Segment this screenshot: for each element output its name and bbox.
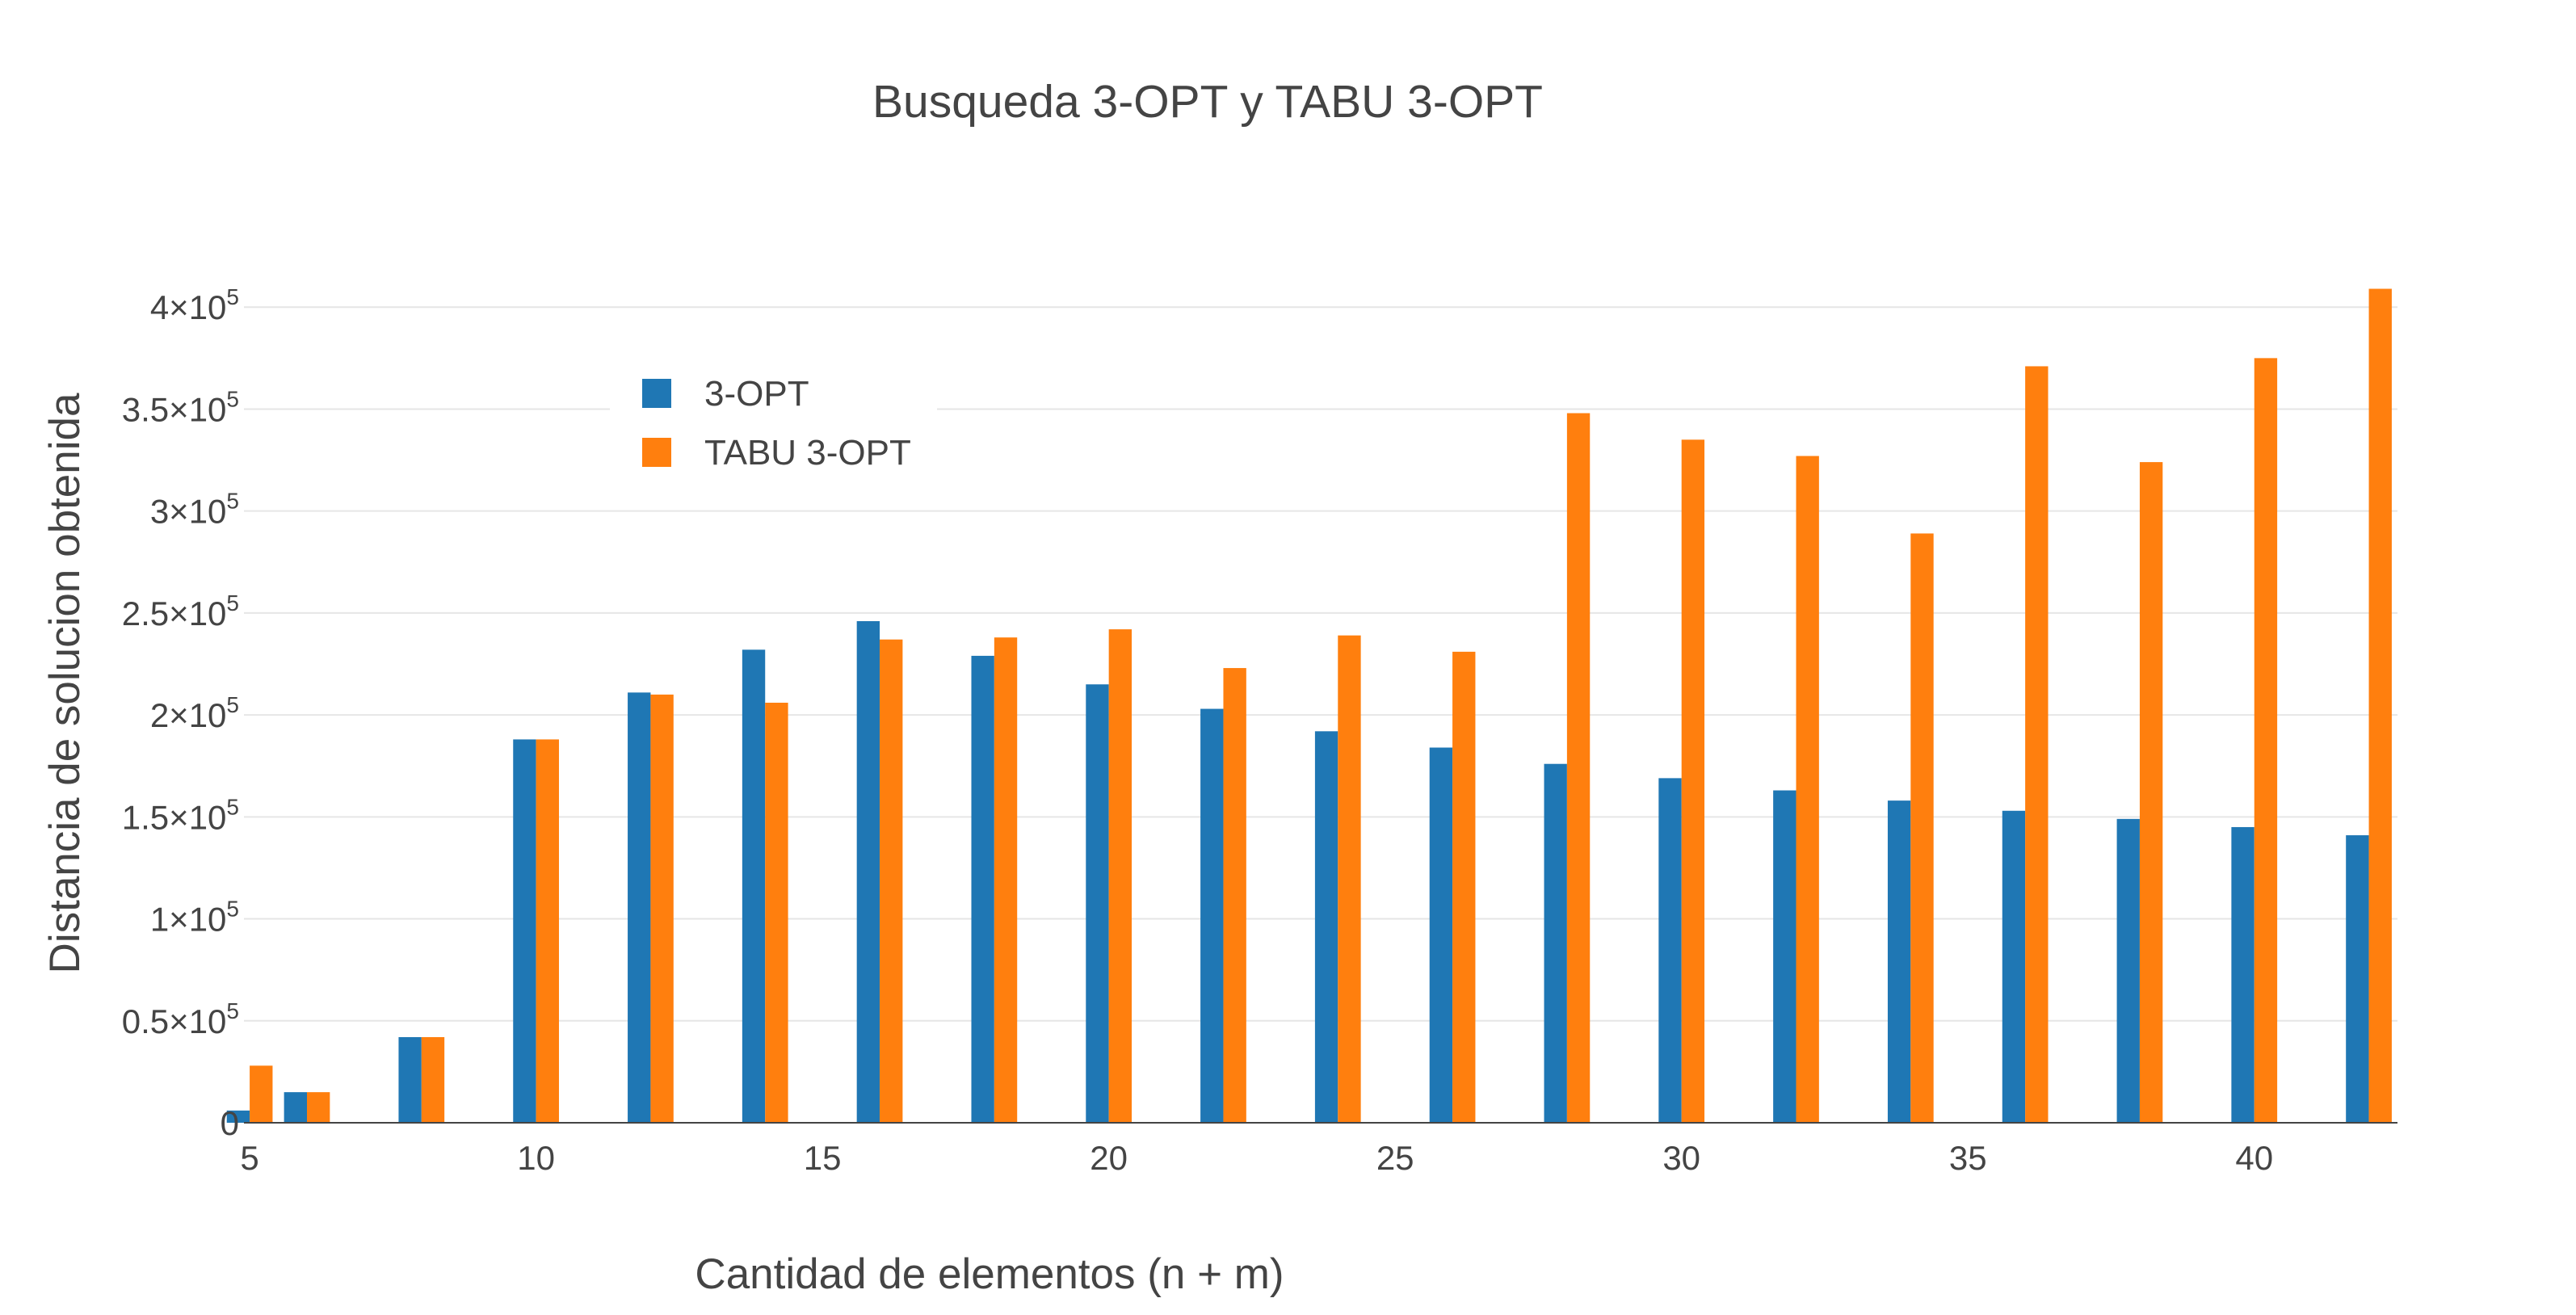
bar-3-opt[interactable]: [1887, 800, 1911, 1123]
bar-3-opt[interactable]: [742, 649, 766, 1123]
x-tick-label: 15: [804, 1139, 842, 1177]
bar-3-opt[interactable]: [1658, 778, 1682, 1123]
bars: [226, 288, 2392, 1124]
legend: 3-OPT TABU 3-OPT: [610, 362, 937, 483]
x-tick-label: 35: [1949, 1139, 1987, 1177]
y-tick-labels: 0 0.5×105 1×105 1.5×105 2×105 2.5×105 3×105 3.5…: [122, 284, 239, 1142]
x-tick-label: 20: [1090, 1139, 1128, 1177]
legend-item-tabu-3-opt[interactable]: TABU 3-OPT: [642, 433, 911, 473]
bar-3-opt[interactable]: [1200, 708, 1224, 1123]
bar-tabu-3-opt[interactable]: [421, 1036, 445, 1123]
bar-3-opt[interactable]: [398, 1036, 422, 1123]
bar-tabu-3-opt[interactable]: [2368, 288, 2392, 1123]
x-tick-label: 5: [240, 1139, 258, 1177]
legend-swatch-tabu-3-opt: [642, 438, 671, 467]
bar-3-opt[interactable]: [513, 739, 536, 1123]
bar-tabu-3-opt[interactable]: [2254, 358, 2278, 1124]
bar-tabu-3-opt[interactable]: [536, 739, 559, 1123]
bar-tabu-3-opt[interactable]: [1452, 651, 1476, 1123]
bar-tabu-3-opt[interactable]: [994, 637, 1018, 1123]
bar-3-opt[interactable]: [1773, 790, 1796, 1123]
bar-3-opt[interactable]: [2002, 810, 2026, 1123]
legend-swatch-3-opt: [642, 379, 671, 408]
bar-tabu-3-opt[interactable]: [1681, 439, 1705, 1123]
bar-tabu-3-opt[interactable]: [250, 1065, 273, 1123]
bar-tabu-3-opt[interactable]: [1566, 413, 1591, 1123]
bar-3-opt[interactable]: [1086, 684, 1109, 1123]
bar-3-opt[interactable]: [856, 621, 880, 1123]
bar-tabu-3-opt[interactable]: [2139, 462, 2163, 1123]
bar-3-opt[interactable]: [1314, 731, 1338, 1123]
y-tick-label: 4×105: [150, 284, 239, 326]
legend-item-3-opt[interactable]: 3-OPT: [642, 374, 809, 414]
chart-title: Busqueda 3-OPT y TABU 3-OPT: [872, 76, 1543, 128]
y-tick-label: 3×105: [150, 489, 239, 531]
y-tick-label: 0: [221, 1104, 239, 1142]
y-axis-title: Distancia de solucion obtenida: [41, 393, 89, 973]
bar-3-opt[interactable]: [971, 655, 994, 1123]
bar-3-opt[interactable]: [284, 1092, 307, 1123]
bar-tabu-3-opt[interactable]: [1108, 629, 1133, 1123]
bar-tabu-3-opt[interactable]: [1338, 635, 1361, 1123]
legend-label-3-opt: 3-OPT: [704, 374, 809, 414]
bar-3-opt[interactable]: [2116, 818, 2140, 1123]
bar-3-opt[interactable]: [1544, 763, 1567, 1123]
bar-tabu-3-opt[interactable]: [650, 694, 674, 1123]
x-tick-label: 10: [517, 1139, 555, 1177]
bar-3-opt[interactable]: [2231, 826, 2255, 1123]
legend-label-tabu-3-opt: TABU 3-OPT: [704, 433, 911, 473]
bar-tabu-3-opt[interactable]: [880, 639, 903, 1123]
x-tick-label: 40: [2235, 1139, 2273, 1177]
bar-3-opt[interactable]: [1429, 747, 1453, 1123]
bar-tabu-3-opt[interactable]: [1796, 456, 1819, 1123]
bar-tabu-3-opt[interactable]: [1910, 533, 1934, 1123]
bar-3-opt[interactable]: [628, 692, 651, 1123]
bar-tabu-3-opt[interactable]: [765, 702, 788, 1123]
x-tick-labels: 5 10 15 20 25 30 35 40: [240, 1139, 2273, 1177]
y-tick-label: 1.5×105: [122, 794, 239, 836]
bar-tabu-3-opt[interactable]: [2025, 366, 2049, 1123]
y-tick-label: 3.5×105: [122, 386, 239, 428]
bar-3-opt[interactable]: [226, 1110, 250, 1123]
y-tick-label: 2×105: [150, 692, 239, 734]
y-tick-label: 0.5×105: [122, 998, 239, 1040]
x-tick-label: 30: [1662, 1139, 1700, 1177]
bar-tabu-3-opt[interactable]: [306, 1092, 330, 1123]
x-axis-title: Cantidad de elementos (n + m): [695, 1250, 1284, 1298]
y-tick-label: 2.5×105: [122, 590, 239, 632]
bar-tabu-3-opt[interactable]: [1223, 668, 1246, 1123]
y-tick-label: 1×105: [150, 897, 239, 939]
bar-3-opt[interactable]: [2346, 835, 2369, 1123]
x-tick-label: 25: [1376, 1139, 1414, 1177]
